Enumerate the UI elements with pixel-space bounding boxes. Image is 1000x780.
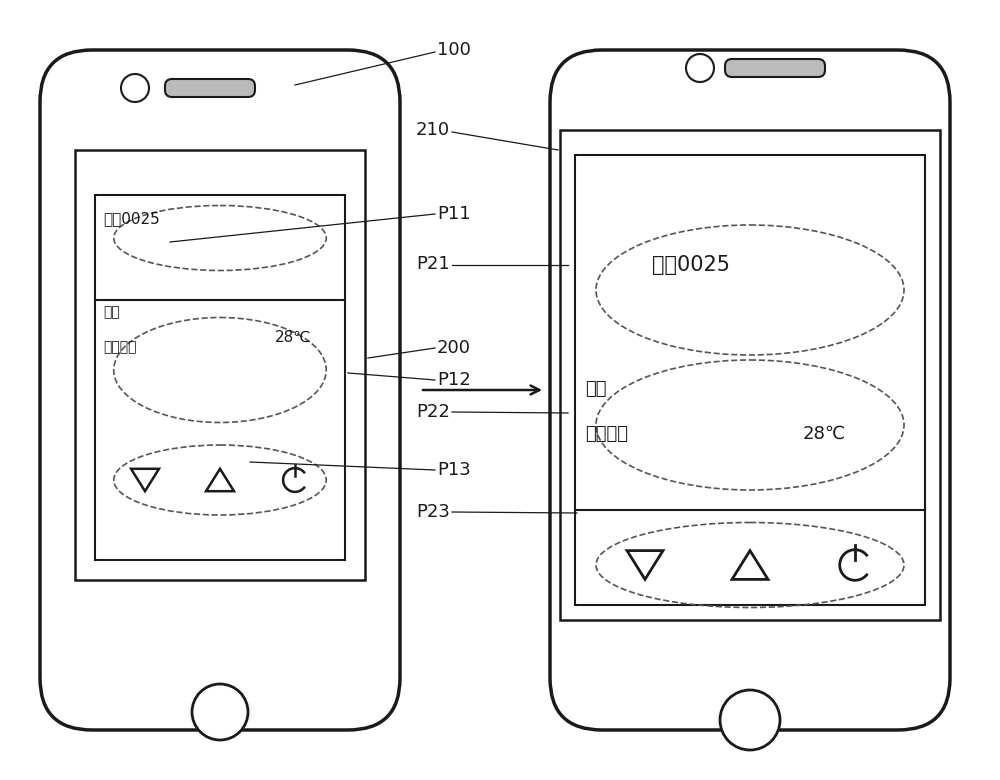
Text: 空调0025: 空调0025 [652, 255, 730, 275]
FancyBboxPatch shape [725, 59, 825, 77]
Circle shape [720, 690, 780, 750]
Text: P13: P13 [437, 461, 471, 479]
FancyBboxPatch shape [40, 50, 400, 730]
Text: P12: P12 [437, 371, 471, 389]
Bar [95, 195, 345, 560]
FancyBboxPatch shape [165, 79, 255, 97]
Text: 制冷模式: 制冷模式 [585, 425, 628, 443]
Bar [75, 150, 365, 580]
Circle shape [121, 74, 149, 102]
Text: 制冷模式: 制冷模式 [103, 340, 136, 354]
Bar [560, 130, 940, 620]
Text: 28℃: 28℃ [802, 425, 846, 443]
Text: P21: P21 [416, 255, 450, 273]
Text: 100: 100 [437, 41, 471, 59]
Circle shape [192, 684, 248, 740]
Text: 次卧: 次卧 [103, 305, 120, 319]
Text: P23: P23 [416, 503, 450, 521]
Text: P22: P22 [416, 403, 450, 421]
Text: 210: 210 [416, 121, 450, 139]
Text: 次卧: 次卧 [585, 380, 606, 398]
Circle shape [686, 54, 714, 82]
Bar [575, 155, 925, 605]
Text: 200: 200 [437, 339, 471, 357]
Text: 28℃: 28℃ [275, 330, 311, 345]
FancyBboxPatch shape [550, 50, 950, 730]
Text: P11: P11 [437, 205, 471, 223]
Text: 空调0025: 空调0025 [103, 211, 160, 226]
